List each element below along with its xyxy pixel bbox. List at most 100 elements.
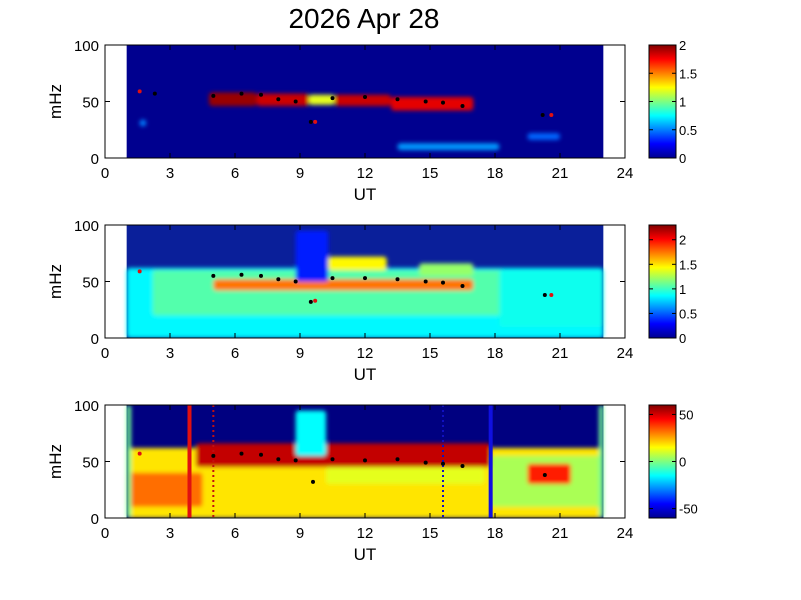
peak-marker — [542, 293, 547, 298]
x-tick-label: 15 — [422, 525, 439, 542]
x-tick-label: 3 — [166, 345, 174, 362]
peak-marker — [311, 479, 315, 484]
peak-marker — [239, 91, 244, 96]
colorbar-gradient — [648, 224, 677, 339]
panel-1: 0 3 6 9 12 15 18 21 24 0 50 100 UT mHz 0 0.5 1 1.5 2 — [46, 38, 697, 204]
peak-marker-red — [313, 298, 318, 303]
heatmap-band — [196, 443, 491, 468]
peak-marker — [276, 97, 281, 102]
colorbar-tick-label: -50 — [679, 502, 698, 517]
colorbar-tick-label: 2 — [679, 38, 686, 53]
x-tick-label: 15 — [422, 345, 439, 362]
peak-marker — [211, 273, 216, 278]
peak-marker — [211, 93, 216, 98]
heatmap-bands — [126, 230, 604, 338]
x-tick-label: 12 — [357, 345, 374, 362]
peak-marker — [395, 97, 400, 102]
x-axis-label: UT — [354, 545, 377, 564]
heatmap-band — [295, 410, 326, 456]
heatmap-band — [209, 92, 257, 107]
heatmap-2 — [126, 225, 604, 338]
peak-marker — [423, 460, 428, 465]
heatmap-band — [499, 270, 604, 327]
x-tick-label: 24 — [617, 345, 634, 362]
heatmap-band — [397, 143, 500, 151]
peak-marker-red — [137, 451, 142, 456]
peak-marker — [308, 299, 313, 304]
heatmap-band — [126, 405, 131, 518]
peak-marker — [152, 91, 157, 96]
colorbar-1: 0 0.5 1 1.5 2 — [648, 38, 697, 166]
peak-marker-red — [313, 119, 318, 124]
x-tick-label: 0 — [101, 525, 109, 542]
y-tick-label: 0 — [91, 511, 99, 528]
colorbar-2: 0 0.5 1 1.5 2 — [648, 224, 697, 346]
colorbar-tick-label: 1.5 — [679, 257, 697, 272]
peak-marker — [460, 464, 465, 469]
peak-marker — [460, 284, 465, 289]
y-tick-label: 50 — [82, 95, 99, 112]
heatmap-band — [139, 119, 147, 127]
peak-marker-red — [137, 269, 142, 274]
peak-marker — [423, 279, 428, 284]
peak-marker — [293, 99, 298, 104]
x-tick-label: 9 — [296, 165, 304, 182]
heatmap-band — [419, 263, 474, 276]
peak-marker — [330, 96, 335, 101]
heatmap-band — [527, 133, 560, 140]
x-axis-label: UT — [354, 365, 377, 384]
peak-marker-red — [137, 89, 142, 94]
peak-marker — [395, 277, 400, 282]
x-tick-label: 18 — [487, 345, 504, 362]
x-tick-label: 0 — [101, 345, 109, 362]
x-tick-label: 6 — [231, 345, 239, 362]
colorbar-tick-label: 1 — [679, 95, 686, 110]
heatmap-3 — [126, 405, 604, 518]
peak-marker — [423, 99, 428, 104]
heatmap-bands — [126, 405, 604, 518]
x-tick-label: 3 — [166, 165, 174, 182]
peak-marker — [293, 458, 298, 463]
colorbar-tick-label: 2 — [679, 233, 686, 248]
peak-marker-red — [549, 113, 554, 118]
heatmap-band — [326, 467, 485, 485]
y-tick-label: 0 — [91, 331, 99, 348]
heatmap-band — [308, 94, 335, 105]
x-tick-label: 21 — [552, 525, 569, 542]
heatmap-band — [213, 279, 474, 291]
y-tick-label: 100 — [74, 38, 99, 55]
peak-marker — [441, 280, 445, 285]
colorbar-tick-label: 0 — [679, 151, 686, 166]
colorbar-tick-label: 1 — [679, 282, 686, 297]
peak-marker — [330, 457, 335, 462]
heatmap-band — [256, 93, 309, 107]
y-tick-label: 100 — [74, 398, 99, 415]
panel-3: 0 3 6 9 12 15 18 21 24 0 50 100 UT mHz 50 0 -50 — [46, 398, 698, 564]
x-tick-label: 18 — [487, 165, 504, 182]
heatmap-band — [391, 96, 474, 111]
colorbar-tick-label: 0 — [679, 331, 686, 346]
x-tick-label: 6 — [231, 525, 239, 542]
peak-marker-red — [549, 293, 554, 298]
colorbar-gradient — [648, 404, 677, 519]
panel-2: 0 3 6 9 12 15 18 21 24 0 50 100 UT mHz 0 0.5 1 1.5 2 — [46, 218, 697, 384]
x-tick-label: 9 — [296, 525, 304, 542]
heatmap-band — [295, 230, 329, 282]
y-axis-label: mHz — [46, 84, 65, 119]
colorbar-gradient — [648, 44, 677, 159]
peak-marker — [330, 276, 335, 281]
colorbar-tick-label: 50 — [679, 407, 693, 422]
heatmap-band — [126, 472, 203, 507]
peak-marker — [259, 273, 263, 278]
peak-marker — [259, 452, 263, 457]
heatmap-1 — [126, 45, 604, 158]
peak-marker — [460, 104, 465, 109]
y-tick-label: 50 — [82, 455, 99, 472]
x-tick-label: 0 — [101, 165, 109, 182]
peak-marker — [308, 119, 313, 124]
x-tick-label: 9 — [296, 345, 304, 362]
x-tick-label: 21 — [552, 345, 569, 362]
heatmap-band — [328, 256, 387, 271]
peak-marker — [239, 451, 244, 456]
